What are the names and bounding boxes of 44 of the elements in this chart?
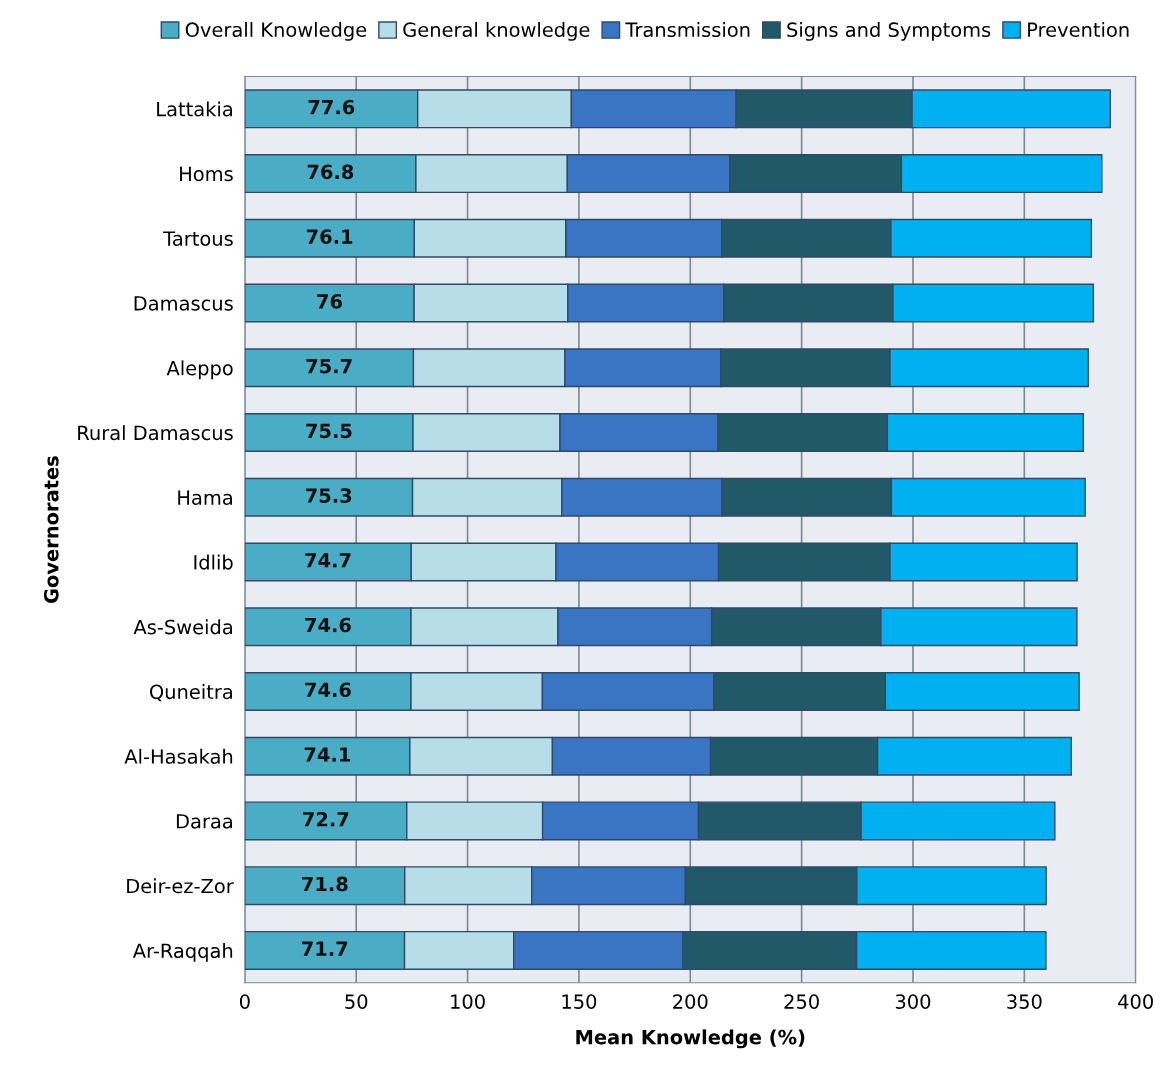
data-label: 75.5 bbox=[306, 423, 352, 439]
data-label: 76.8 bbox=[307, 164, 354, 180]
x-tick-label: 100 bbox=[451, 994, 485, 1009]
data-label: 76 bbox=[317, 293, 342, 309]
legend-label: Prevention bbox=[1028, 21, 1129, 38]
x-axis-title: Mean Knowledge (%) bbox=[576, 1029, 805, 1049]
data-label: 74.7 bbox=[305, 553, 351, 568]
data-label: 75.3 bbox=[306, 488, 352, 503]
legend-label: Signs and Symptoms bbox=[787, 21, 991, 41]
y-tick-label: Rural Damascus bbox=[78, 425, 233, 441]
data-label: 77.6 bbox=[308, 99, 355, 115]
data-label: 74.6 bbox=[305, 617, 351, 633]
y-tick-label: Lattakia bbox=[157, 101, 232, 117]
y-tick-label: Daraa bbox=[176, 814, 232, 829]
y-tick-label: Hama bbox=[178, 490, 232, 505]
legend-label: General knowledge bbox=[403, 21, 590, 41]
y-tick-label: As-Sweida bbox=[133, 619, 232, 635]
y-tick-label: Idlib bbox=[194, 554, 233, 570]
y-axis-title: Governorates bbox=[43, 456, 59, 604]
x-tick-label: 0 bbox=[239, 994, 250, 1009]
data-label: 75.7 bbox=[306, 358, 352, 374]
x-tick-label: 400 bbox=[1118, 994, 1153, 1009]
x-tick-label: 150 bbox=[562, 994, 597, 1009]
x-tick-label: 50 bbox=[345, 994, 368, 1009]
y-tick-label: Deir-ez-Zor bbox=[127, 878, 234, 894]
data-label: 74.6 bbox=[305, 682, 351, 698]
x-tick-label: 350 bbox=[1007, 994, 1042, 1009]
legend-label: Overall Knowledge bbox=[185, 21, 367, 41]
x-tick-label: 200 bbox=[673, 994, 708, 1009]
y-tick-label: Quneitra bbox=[149, 684, 232, 702]
x-tick-label: 250 bbox=[784, 994, 819, 1009]
x-tick-label: 300 bbox=[895, 994, 931, 1009]
data-label: 71.8 bbox=[302, 876, 348, 892]
y-tick-label: Homs bbox=[180, 166, 233, 182]
y-tick-label: Aleppo bbox=[166, 360, 233, 380]
legend-label: Transmission bbox=[625, 21, 750, 38]
data-label: 76.1 bbox=[306, 229, 353, 244]
data-label: 71.7 bbox=[302, 941, 348, 956]
y-tick-label: Tartous bbox=[163, 231, 233, 246]
y-tick-label: Ar-Raqqah bbox=[132, 943, 233, 962]
y-tick-label: Damascus bbox=[134, 296, 233, 311]
data-label: 74.1 bbox=[304, 747, 351, 762]
data-label: 72.7 bbox=[303, 811, 349, 827]
y-tick-label: Al-Hasakah bbox=[124, 748, 233, 764]
